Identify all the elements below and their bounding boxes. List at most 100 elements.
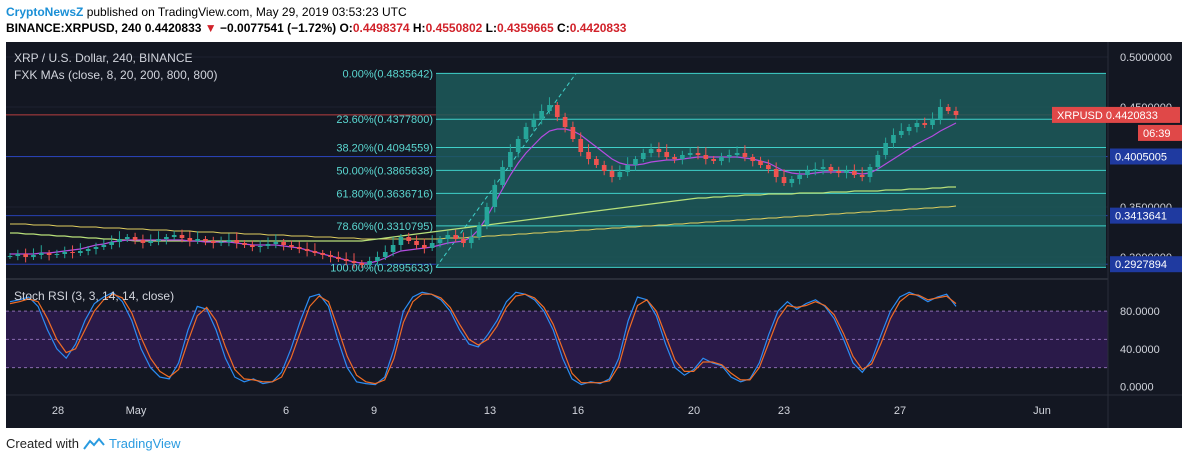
candle-body bbox=[820, 167, 826, 169]
candle-body bbox=[539, 111, 544, 119]
candle-body bbox=[304, 249, 310, 251]
candle-body bbox=[953, 111, 959, 115]
candle-body bbox=[844, 171, 849, 173]
time-tick-label: 23 bbox=[778, 405, 790, 417]
stoch-tick-label: 80.0000 bbox=[1120, 306, 1160, 318]
candle-body bbox=[109, 242, 114, 245]
candle-body bbox=[828, 167, 834, 171]
candles[interactable] bbox=[7, 97, 959, 270]
candle-body bbox=[124, 237, 130, 239]
stoch-d-line bbox=[9, 293, 957, 385]
tradingview-link[interactable]: TradingView bbox=[108, 436, 181, 451]
candle-body bbox=[468, 237, 474, 243]
candle-body bbox=[156, 239, 161, 241]
ma-800-line bbox=[10, 205, 957, 240]
fib-trend-line[interactable] bbox=[435, 73, 577, 268]
candle-body bbox=[429, 243, 435, 248]
candle-body bbox=[257, 246, 263, 247]
publish-info: published on TradingView.com, May 29, 20… bbox=[86, 5, 407, 19]
candle-body bbox=[242, 243, 247, 245]
candle-body bbox=[461, 239, 466, 243]
candle-body bbox=[226, 240, 232, 242]
open-value: 0.4498374 bbox=[352, 21, 410, 35]
candle-body bbox=[664, 152, 670, 157]
stoch-axis[interactable]: 80.0000 40.0000 0.0000 bbox=[1120, 306, 1160, 393]
chart-frame[interactable]: 0.00%(0.4835642) 23.60%(0.4377800) 38.20%(… bbox=[6, 42, 1184, 428]
candle-body bbox=[164, 237, 169, 239]
candle-body bbox=[203, 239, 208, 241]
close-label: C: bbox=[557, 21, 570, 35]
candle-body bbox=[476, 225, 482, 237]
candle-body bbox=[328, 255, 333, 257]
candle-body bbox=[38, 253, 44, 255]
candle-body bbox=[680, 155, 685, 159]
candle-body bbox=[132, 237, 138, 240]
candle-body bbox=[773, 169, 779, 177]
candle-body bbox=[719, 157, 724, 161]
candle-body bbox=[210, 241, 216, 243]
candle-countdown-bg bbox=[1138, 124, 1182, 141]
candle-body bbox=[570, 127, 576, 139]
candle-body bbox=[625, 165, 630, 172]
candle-body bbox=[320, 253, 326, 255]
candle-body bbox=[789, 179, 795, 183]
level-tag-0-3413-bg bbox=[1110, 207, 1184, 224]
time-tick-label: Jun bbox=[1033, 405, 1051, 417]
candle-body bbox=[562, 117, 568, 127]
stoch-legend: Stoch RSI (3, 3, 14, 14, close) bbox=[14, 289, 174, 303]
candle-body bbox=[140, 240, 146, 243]
candle-body bbox=[922, 123, 928, 125]
candle-body bbox=[414, 241, 419, 245]
chart-title: XRP / U.S. Dollar, 240, BINANCE bbox=[14, 51, 193, 65]
candle-body bbox=[367, 261, 372, 265]
candle-body bbox=[382, 252, 388, 257]
price-change: −0.0077541 (−1.72%) bbox=[220, 21, 337, 35]
candle-body bbox=[62, 252, 68, 254]
candle-body bbox=[508, 152, 513, 167]
level-tag-0-4005: 0.4005005 bbox=[1115, 151, 1167, 163]
candle-body bbox=[296, 247, 302, 249]
time-tick-label: 20 bbox=[688, 405, 700, 417]
fib-level-label: 61.80%(0.3636716) bbox=[336, 188, 433, 200]
open-label: O: bbox=[339, 21, 353, 35]
price-chart[interactable]: 0.00%(0.4835642) 23.60%(0.4377800) 38.20%(… bbox=[6, 42, 1184, 428]
candle-body bbox=[898, 131, 904, 135]
candle-body bbox=[492, 185, 498, 207]
candle-body bbox=[78, 251, 83, 253]
stoch-tick-label: 0.0000 bbox=[1120, 381, 1154, 393]
candle-body bbox=[484, 207, 490, 225]
candle-body bbox=[586, 152, 591, 159]
low-value: 0.4359665 bbox=[496, 21, 554, 35]
high-label: H: bbox=[412, 21, 426, 35]
time-axis[interactable]: 28 May 6 9 13 16 20 23 27 Jun bbox=[6, 394, 1182, 417]
ma-fast-line bbox=[10, 122, 957, 264]
candle-body bbox=[250, 245, 255, 247]
candle-body bbox=[750, 157, 756, 161]
candle-body bbox=[742, 153, 748, 157]
level-tag-0-2927: 0.2927894 bbox=[1115, 259, 1167, 271]
symbol-label: BINANCE:XRPUSD, 240 bbox=[6, 21, 142, 35]
candle-body bbox=[265, 244, 271, 246]
candle-body bbox=[687, 153, 693, 155]
candle-body bbox=[23, 254, 28, 257]
price-axis[interactable]: 0.50000000.45000000.40000000.35000000.30… bbox=[1052, 52, 1184, 273]
candle-body bbox=[766, 165, 771, 169]
candle-body bbox=[437, 239, 443, 243]
publish-line: CryptoNewsZ published on TradingView.com… bbox=[6, 4, 1186, 20]
candle-body bbox=[711, 159, 716, 161]
candle-body bbox=[187, 238, 193, 241]
candle-body bbox=[7, 256, 13, 257]
publisher-link[interactable]: CryptoNewsZ bbox=[6, 5, 84, 19]
candle-body bbox=[938, 107, 943, 119]
candle-body bbox=[375, 257, 380, 261]
level-tag-0-4005-bg bbox=[1110, 148, 1184, 165]
last-price: 0.4420833 bbox=[144, 21, 202, 35]
time-tick-label: 28 bbox=[52, 405, 64, 417]
candle-body bbox=[117, 239, 122, 242]
candle-body bbox=[531, 119, 537, 127]
fib-level-label: 0.00%(0.4835642) bbox=[342, 68, 433, 80]
candle-body bbox=[906, 127, 912, 131]
candle-body bbox=[883, 143, 888, 155]
candle-body bbox=[343, 259, 349, 261]
candle-body bbox=[336, 257, 341, 259]
